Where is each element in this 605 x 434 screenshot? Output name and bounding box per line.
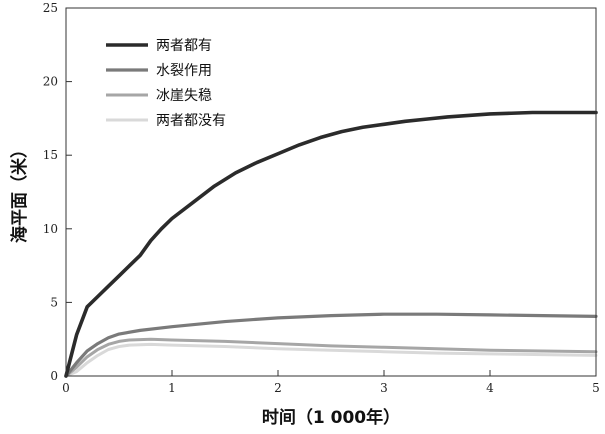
plot-frame (65, 7, 597, 377)
series-line-3 (64, 337, 598, 378)
y-tick-label: 0 (50, 369, 58, 383)
x-axis-title: 时间（1 000年） (262, 407, 400, 428)
y-axis-title: 海平面（米） (9, 141, 30, 243)
legend-label: 冰崖失稳 (156, 88, 212, 104)
x-tick-label: 2 (274, 381, 282, 395)
y-tick-label: 10 (43, 222, 58, 236)
y-tick-label: 5 (50, 295, 58, 309)
series-lines (64, 110, 598, 378)
x-tick-label: 1 (168, 381, 176, 395)
y-axis-ticks: 0 5 10 15 20 25 (43, 1, 72, 383)
legend-label: 两者都有 (156, 38, 212, 54)
series-line-1 (64, 110, 598, 378)
x-tick-label: 4 (486, 381, 494, 395)
legend-label: 两者都没有 (156, 113, 226, 129)
x-tick-label: 3 (380, 381, 388, 395)
series-line-4 (64, 342, 598, 378)
x-tick-label: 0 (62, 381, 70, 395)
y-tick-label: 25 (43, 1, 58, 15)
legend-label: 水裂作用 (156, 63, 212, 79)
x-axis-ticks: 0 1 2 3 4 5 (62, 370, 600, 395)
x-tick-label: 5 (592, 381, 600, 395)
series-line-2 (64, 312, 598, 378)
y-tick-label: 15 (43, 148, 58, 162)
y-tick-label: 20 (43, 75, 58, 89)
